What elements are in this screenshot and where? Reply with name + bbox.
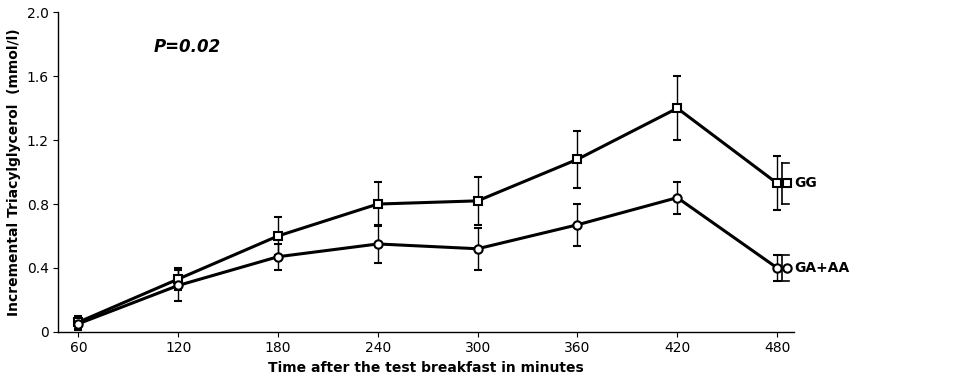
Text: P=0.02: P=0.02 — [154, 38, 222, 56]
Text: GG: GG — [794, 176, 817, 190]
X-axis label: Time after the test breakfast in minutes: Time after the test breakfast in minutes — [268, 361, 584, 375]
Text: GA+AA: GA+AA — [794, 261, 849, 275]
Y-axis label: Incremental Triacylglycerol  (mmol/l): Incremental Triacylglycerol (mmol/l) — [7, 28, 21, 316]
